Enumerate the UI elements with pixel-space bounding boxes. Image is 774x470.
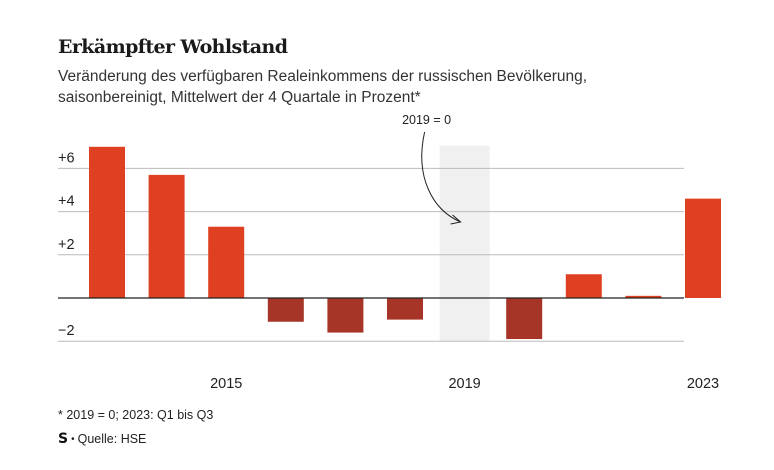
bar-2017 <box>327 298 364 333</box>
annotation-arrow <box>421 131 461 223</box>
footnote: * 2019 = 0; 2023: Q1 bis Q3 <box>58 408 214 422</box>
x-tick-label: 2015 <box>210 376 242 392</box>
chart-title: Erkämpfter Wohlstand <box>58 36 288 58</box>
bar-2018 <box>387 298 423 320</box>
subtitle-line-1: Veränderung des verfügbaren Realeinkomme… <box>58 68 588 85</box>
separator-dot: • <box>71 433 75 445</box>
bar-2020 <box>506 298 543 340</box>
bar-2013 <box>89 146 125 298</box>
source-line: S • Quelle: HSE <box>58 431 146 447</box>
annotation-arrowhead <box>450 214 462 225</box>
bar-2014 <box>148 174 185 298</box>
highlight-band-2019 <box>439 145 490 342</box>
source-text: Quelle: HSE <box>77 432 147 446</box>
y-tick-label: +6 <box>58 150 75 166</box>
bar-2023 <box>685 198 721 298</box>
y-tick-label: −2 <box>58 323 75 339</box>
bar-2022 <box>625 295 662 298</box>
annotation-label: 2019 = 0 <box>402 113 451 127</box>
x-tick-label: 2019 <box>448 376 480 392</box>
bar-2015 <box>208 226 245 298</box>
subtitle-line-2: saisonbereinigt, Mittelwert der 4 Quarta… <box>58 89 421 106</box>
spiegel-logo-icon: S <box>58 431 69 447</box>
chart-subtitle: Veränderung des verfügbaren Realeinkomme… <box>58 66 718 108</box>
y-tick-label: +2 <box>58 237 75 253</box>
x-tick-label: 2023 <box>687 376 719 392</box>
y-tick-label: +4 <box>58 194 75 210</box>
bar-2016 <box>267 298 304 322</box>
bar-2021 <box>565 274 602 298</box>
